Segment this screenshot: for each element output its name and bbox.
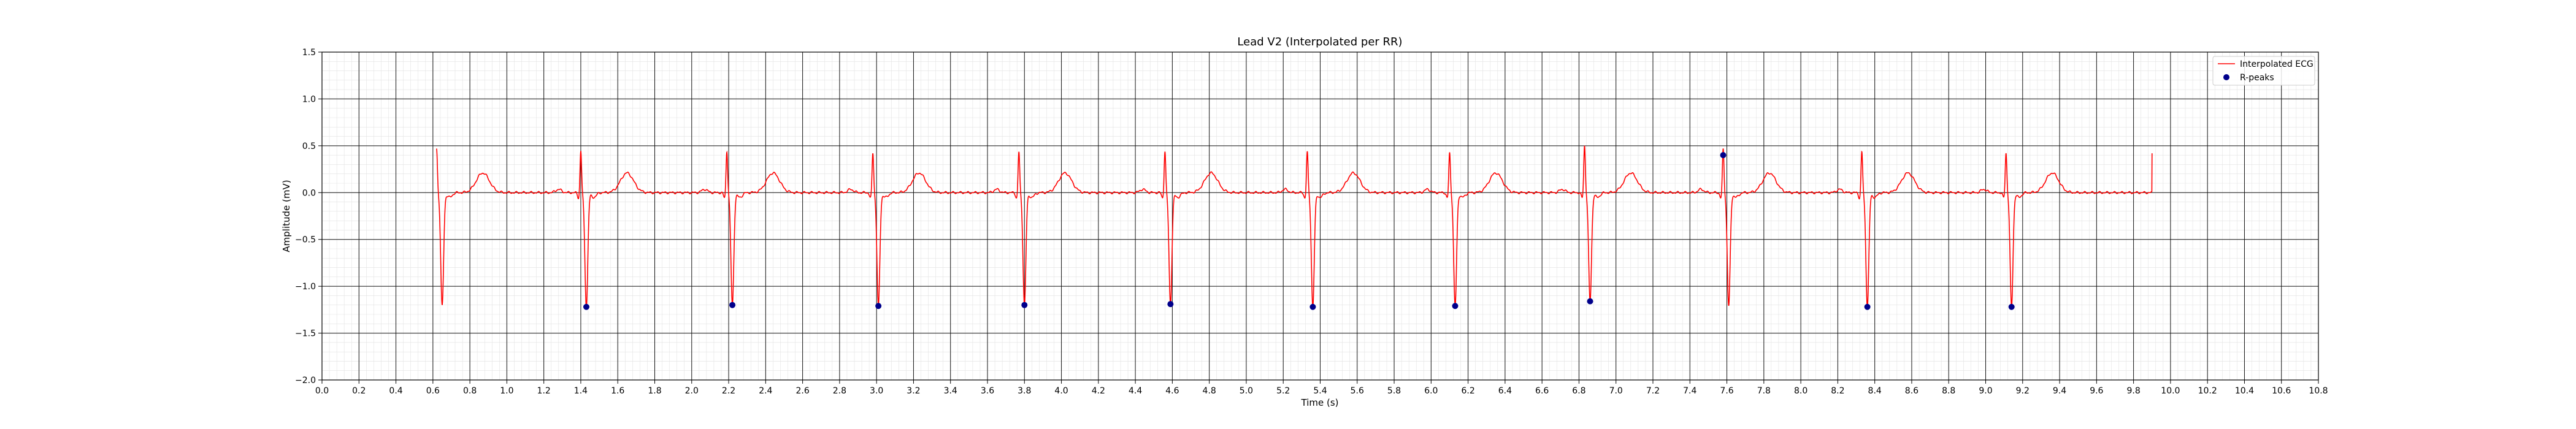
r-peak-point (1309, 303, 1316, 310)
x-tick-label: 6.6 (1535, 386, 1549, 396)
y-tick-label: −2.0 (295, 376, 316, 385)
x-tick-label: 4.4 (1129, 386, 1142, 396)
legend-label-ecg: Interpolated ECG (2240, 59, 2313, 69)
r-peak-point (875, 303, 882, 309)
x-tick-label: 2.2 (722, 386, 735, 396)
x-tick-label: 9.0 (1979, 386, 1992, 396)
x-tick-label: 8.4 (1868, 386, 1882, 396)
y-axis-title: Amplitude (mV) (281, 180, 292, 252)
y-tick-label: 0.5 (302, 142, 316, 151)
x-tick-label: 1.6 (611, 386, 624, 396)
x-tick-label: 0.2 (352, 386, 366, 396)
series-layer (436, 145, 2153, 310)
y-tick-label: 1.0 (302, 94, 316, 104)
legend: Interpolated ECG R-peaks (2212, 56, 2315, 86)
x-tick-label: 4.8 (1203, 386, 1216, 396)
x-tick-label: 2.8 (833, 386, 846, 396)
legend-label-rpeaks: R-peaks (2240, 73, 2274, 83)
x-tick-label: 7.0 (1609, 386, 1623, 396)
y-tick-label: −0.5 (295, 235, 316, 245)
legend-box (2212, 56, 2315, 86)
x-tick-label: 7.6 (1720, 386, 1733, 396)
x-axis: 0.0 0.2 0.4 0.6 0.8 1.0 1.2 1.4 1.6 1.8 2.0 2.2 2.4 2… (315, 380, 2328, 396)
chart-title: Lead V2 (Interpolated per RR) (1237, 36, 1402, 48)
x-tick-label: 2.0 (685, 386, 699, 396)
x-tick-label: 10.6 (2272, 386, 2291, 396)
x-tick-label: 9.4 (2053, 386, 2066, 396)
x-tick-label: 7.2 (1646, 386, 1660, 396)
x-tick-label: 5.6 (1351, 386, 1364, 396)
x-tick-label: 10.2 (2198, 386, 2217, 396)
y-tick-label: 0.0 (302, 188, 316, 198)
x-tick-label: 5.8 (1387, 386, 1401, 396)
x-tick-label: 6.8 (1572, 386, 1585, 396)
x-tick-label: 4.6 (1165, 386, 1179, 396)
x-tick-label: 10.4 (2235, 386, 2254, 396)
x-tick-label: 1.0 (500, 386, 513, 396)
r-peak-point (1021, 302, 1028, 308)
x-tick-label: 8.2 (1831, 386, 1844, 396)
x-tick-label: 1.4 (574, 386, 588, 396)
x-tick-label: 6.4 (1498, 386, 1512, 396)
x-tick-label: 3.8 (1018, 386, 1031, 396)
x-tick-label: 4.0 (1054, 386, 1068, 396)
x-tick-label: 5.4 (1313, 386, 1327, 396)
legend-dot-swatch (2223, 74, 2229, 80)
x-tick-label: 1.8 (648, 386, 661, 396)
x-tick-label: 8.8 (1942, 386, 1955, 396)
x-axis-title: Time (s) (1301, 397, 1339, 408)
r-peak-point (729, 302, 736, 308)
x-tick-label: 6.0 (1424, 386, 1438, 396)
y-tick-label: 1.5 (302, 48, 316, 58)
x-tick-label: 9.6 (2090, 386, 2103, 396)
x-tick-label: 2.4 (759, 386, 772, 396)
r-peak-point (2008, 303, 2015, 310)
x-tick-label: 6.2 (1461, 386, 1474, 396)
x-tick-label: 3.0 (870, 386, 883, 396)
y-tick-label: −1.5 (295, 329, 316, 339)
r-peak-point (1720, 152, 1727, 159)
r-peak-point (1167, 301, 1174, 308)
ecg-trace-line (436, 145, 2153, 309)
r-peak-point (1864, 303, 1871, 310)
r-peak-point (583, 303, 589, 310)
x-tick-label: 5.2 (1276, 386, 1290, 396)
x-tick-label: 0.0 (315, 386, 329, 396)
x-tick-label: 8.0 (1794, 386, 1807, 396)
x-tick-label: 3.4 (944, 386, 957, 396)
y-axis: 1.5 1.0 0.5 0.0 −0.5 −1.0 −1.5 −2.0 (295, 48, 322, 385)
x-tick-label: 0.8 (463, 386, 477, 396)
r-peak-point (1587, 298, 1593, 305)
x-tick-label: 0.4 (389, 386, 402, 396)
x-tick-label: 0.6 (426, 386, 440, 396)
x-tick-label: 3.6 (981, 386, 994, 396)
x-tick-label: 9.8 (2126, 386, 2140, 396)
x-tick-label: 1.2 (537, 386, 551, 396)
r-peak-point (1452, 303, 1459, 309)
x-tick-label: 9.2 (2016, 386, 2030, 396)
x-tick-label: 7.4 (1683, 386, 1696, 396)
x-tick-label: 3.2 (907, 386, 920, 396)
x-tick-label: 10.8 (2309, 386, 2328, 396)
x-tick-label: 5.0 (1240, 386, 1253, 396)
x-tick-label: 7.8 (1757, 386, 1771, 396)
x-tick-label: 4.2 (1092, 386, 1105, 396)
x-tick-label: 2.6 (795, 386, 809, 396)
x-tick-label: 10.0 (2161, 386, 2180, 396)
major-grid (321, 51, 2319, 381)
x-tick-label: 8.6 (1905, 386, 1919, 396)
y-tick-label: −1.0 (295, 282, 316, 292)
